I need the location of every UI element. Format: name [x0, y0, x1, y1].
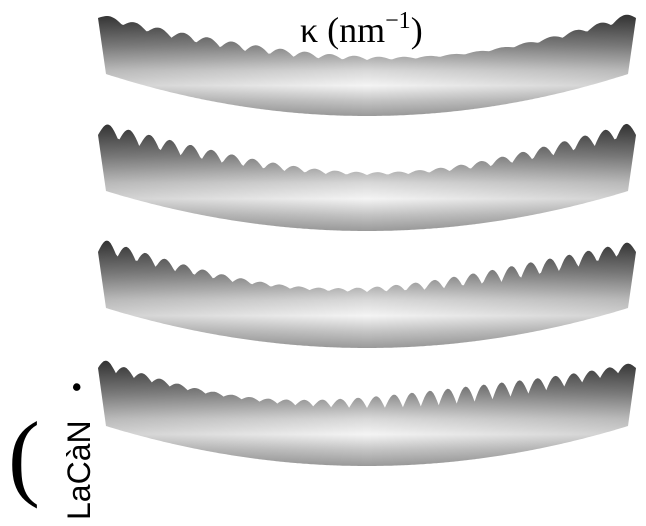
label-main: κ (nm: [300, 10, 385, 50]
side-label: LaCàN •: [61, 382, 97, 520]
surface-shade: [98, 124, 636, 231]
side-dot: •: [61, 382, 92, 392]
side-paren: (: [8, 402, 40, 509]
side-text: LaCàN: [61, 420, 97, 520]
surfaces: [98, 15, 636, 466]
label-close: ): [411, 10, 423, 50]
page: κ (nm−1) ( LaCàN • (() => { const data =…: [0, 0, 646, 526]
surface-shade: [98, 361, 636, 466]
surface-shade: [98, 241, 636, 348]
axis-label: κ (nm−1): [300, 8, 423, 50]
label-sup: −1: [385, 8, 411, 34]
figure: κ (nm−1) ( LaCàN •: [0, 0, 646, 526]
